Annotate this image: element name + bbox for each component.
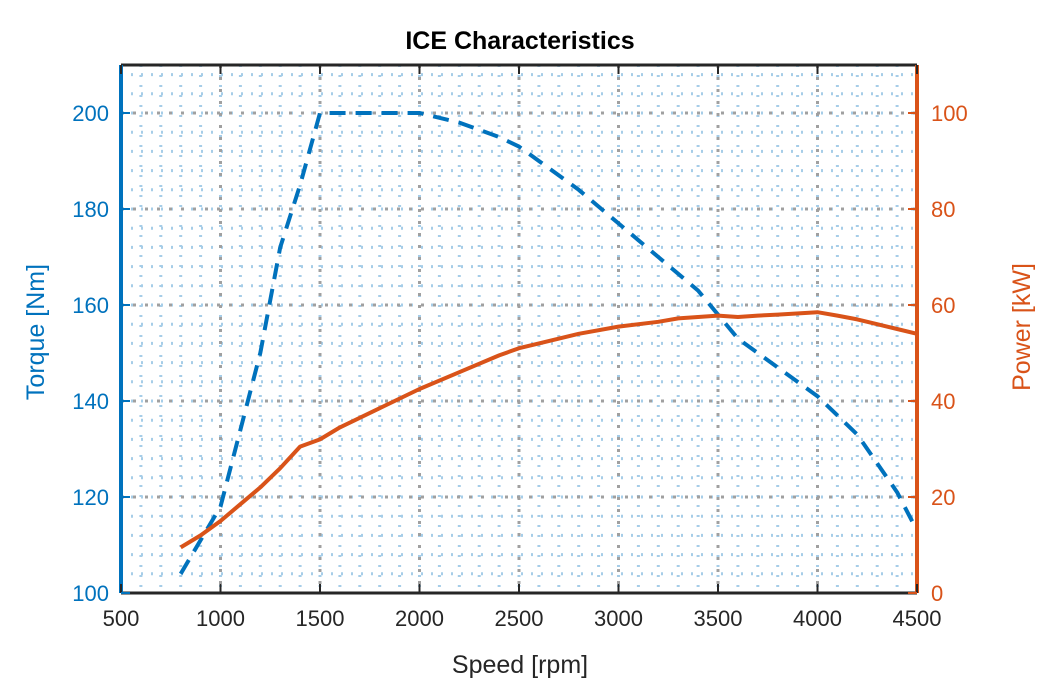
grid: [121, 65, 917, 593]
y-left-tick-label: 180: [72, 197, 109, 222]
x-tick-label: 1500: [296, 606, 345, 631]
series-torque-line: [178, 111, 919, 575]
ticks-layer: 500 1000 1500 2000 2500 3000 3500 4000 450010012…: [72, 65, 968, 631]
x-tick-label: 2000: [395, 606, 444, 631]
y-left-tick-label: 140: [72, 389, 109, 414]
y-axis-left-title: Torque [Nm]: [22, 264, 50, 400]
y-left-tick-label: 100: [72, 581, 109, 606]
x-tick-label: 4500: [893, 606, 942, 631]
y-right-tick-label: 60: [931, 293, 955, 318]
y-right-tick-label: 0: [931, 581, 943, 606]
y-left-tick-label: 120: [72, 485, 109, 510]
y-right-tick-label: 100: [931, 101, 968, 126]
chart-title: ICE Characteristics: [405, 27, 634, 55]
x-tick-label: 3000: [594, 606, 643, 631]
x-tick-label: 2500: [495, 606, 544, 631]
x-axis-title: Speed [rpm]: [452, 651, 588, 679]
x-tick-label: 500: [103, 606, 140, 631]
x-tick-label: 1000: [196, 606, 245, 631]
y-right-tick-label: 20: [931, 485, 955, 510]
series-layer: [178, 111, 919, 575]
x-tick-label: 4000: [793, 606, 842, 631]
y-left-tick-label: 200: [72, 101, 109, 126]
x-tick-label: 3500: [694, 606, 743, 631]
y-left-tick-label: 160: [72, 293, 109, 318]
y-right-tick-label: 80: [931, 197, 955, 222]
series-power-line: [179, 310, 918, 550]
y-axis-right-title: Power [kW]: [1008, 263, 1036, 391]
y-right-tick-label: 40: [931, 389, 955, 414]
